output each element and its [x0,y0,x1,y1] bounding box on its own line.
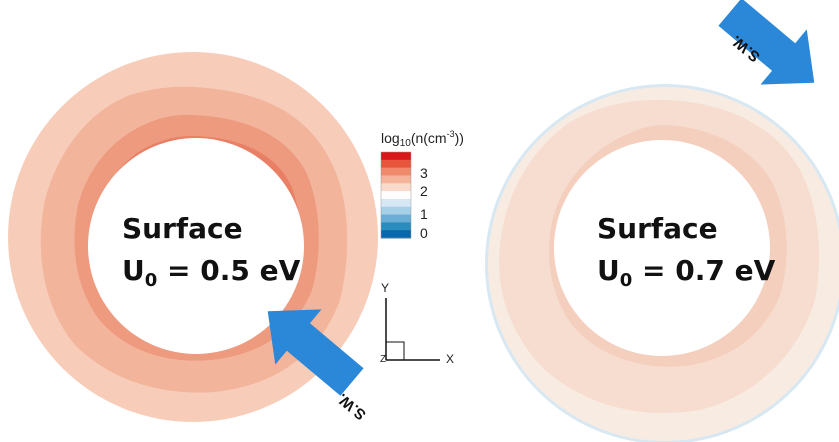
left-u0-label: U0 = 0.5 eV [122,254,300,292]
colorbar [380,151,412,239]
right-density-shell [485,84,839,442]
colorbar-title-log: log [381,130,400,146]
colorbar-segment [381,159,411,169]
right-u0-label: U0 = 0.7 eV [597,254,775,292]
axis-y-label: Y [381,281,390,295]
colorbar-segment [381,183,411,192]
right-u-symbol: U [597,254,620,287]
right-u-subscript: 0 [619,270,633,291]
colorbar-segment [381,198,411,208]
left-surface-title: Surface [122,212,243,246]
left-surface-word: Surface [122,212,243,245]
axis-x-label: X [446,352,455,366]
colorbar-title-suffix: )) [454,130,464,146]
colorbar-segment [381,152,411,161]
colorbar-title-sub: 10 [399,138,411,149]
right-u-value: = 0.7 eV [632,254,776,287]
colorbar-segment [381,167,411,176]
colorbar-segment [381,206,411,216]
axes-origin-box [385,341,405,361]
left-u-symbol: U [122,254,145,287]
colorbar-segment [381,222,411,231]
left-u-value: = 0.5 eV [157,254,301,287]
colorbar-segment [381,175,411,184]
right-arrow-shape [718,0,815,85]
axis-z-label: Z [380,354,387,365]
left-solar-wind-arrow [267,309,364,396]
colorbar-segment [381,214,411,223]
left-arrow-shape [267,309,364,396]
colorbar-title-sup: -3 [446,129,455,139]
colorbar-title-mid: (n(cm [410,130,447,146]
right-surface-title: Surface [597,212,718,246]
colorbar-title: log10(n(cm-3)) [381,129,464,149]
right-surface-body [554,140,770,356]
colorbar-segment [381,230,411,239]
colorbar-segment [381,191,411,200]
right-surface-word: Surface [597,212,718,245]
colorbar-tick-3: 3 [420,165,428,181]
left-surface-body [88,138,304,354]
colorbar-border [380,151,412,239]
colorbar-tick-1: 1 [420,206,428,222]
axes-triad [385,298,440,361]
right-solar-wind-arrow [718,0,815,85]
left-u-subscript: 0 [144,270,158,291]
colorbar-tick-2: 2 [420,183,428,199]
colorbar-tick-0: 0 [420,225,428,241]
